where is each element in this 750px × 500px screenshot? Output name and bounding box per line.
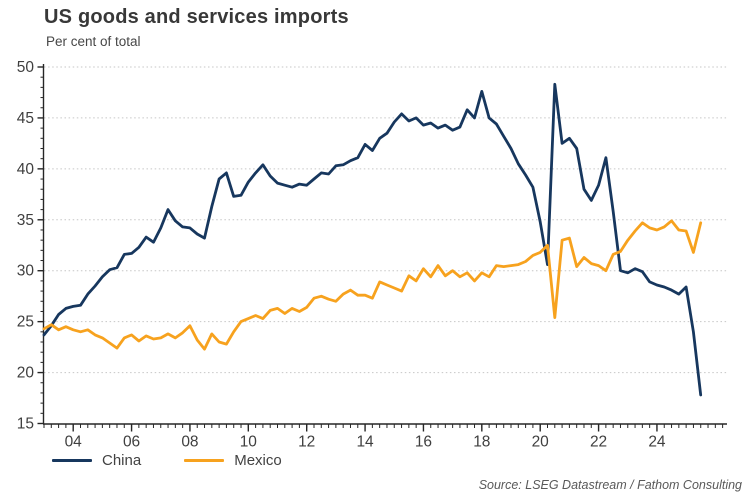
x-axis-label-18: 18 xyxy=(473,434,490,451)
x-axis-label-10: 10 xyxy=(240,434,258,451)
chart-title: US goods and services imports xyxy=(44,6,349,28)
series-line-china xyxy=(42,82,703,397)
chart-subtitle: Per cent of total xyxy=(46,34,141,49)
x-axis-label-08: 08 xyxy=(181,434,198,451)
legend-label-china: China xyxy=(102,452,142,469)
x-axis-label-06: 06 xyxy=(123,434,140,451)
china-line-swatch xyxy=(52,458,92,463)
x-axis-label-20: 20 xyxy=(532,434,550,451)
x-axis-label-22: 22 xyxy=(590,434,607,451)
y-axis-label-20: 20 xyxy=(17,365,35,382)
legend-item-mexico: Mexico xyxy=(184,452,282,469)
x-axis-label-12: 12 xyxy=(298,434,315,451)
y-axis-label-15: 15 xyxy=(17,416,34,433)
y-axis-label-30: 30 xyxy=(17,263,35,280)
y-axis-label-25: 25 xyxy=(17,314,34,331)
x-axis-label-24: 24 xyxy=(648,434,666,451)
x-axis-label-14: 14 xyxy=(356,434,374,451)
mexico-line-swatch xyxy=(184,458,225,463)
y-axis-label-40: 40 xyxy=(17,161,35,178)
x-axis-label-04: 04 xyxy=(65,434,83,451)
y-axis-label-45: 45 xyxy=(17,110,34,127)
x-axis-label-16: 16 xyxy=(415,434,432,451)
y-axis-label-35: 35 xyxy=(17,212,34,229)
legend-label-mexico: Mexico xyxy=(234,452,282,469)
y-axis-label-50: 50 xyxy=(17,59,35,76)
chart-legend: China Mexico xyxy=(52,452,282,469)
legend-item-china: China xyxy=(52,452,141,469)
series-line-mexico xyxy=(42,219,703,351)
source-attribution: Source: LSEG Datastream / Fathom Consult… xyxy=(478,478,742,492)
